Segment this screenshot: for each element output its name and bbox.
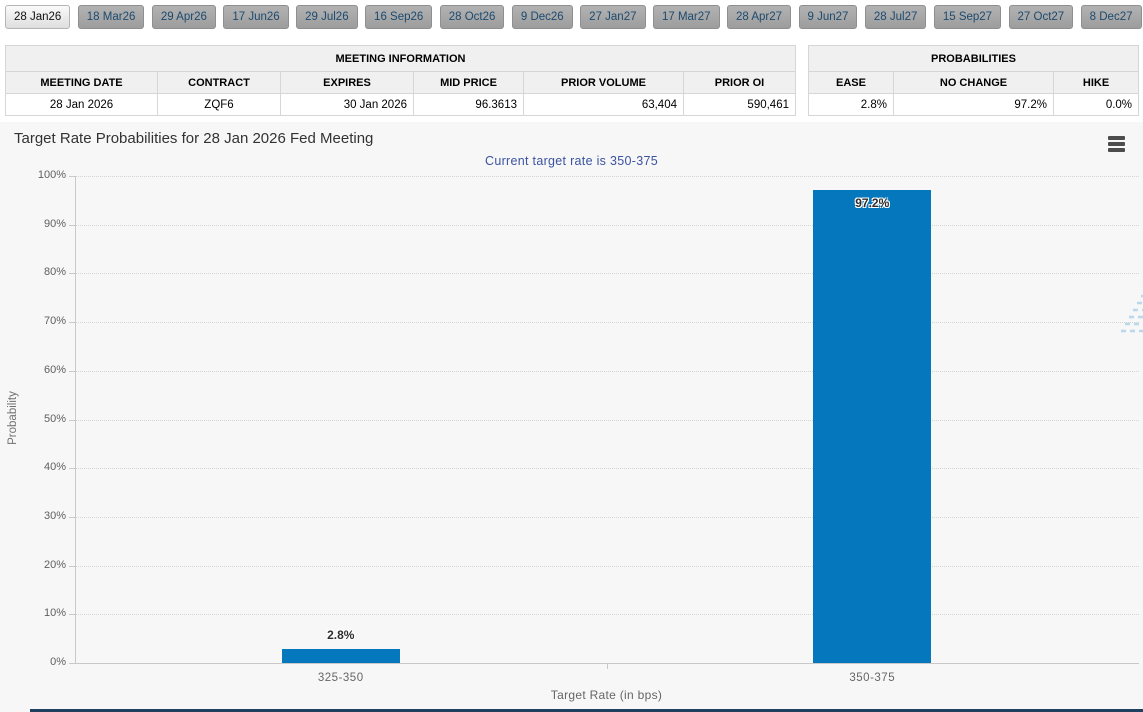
y-axis-label: 0% <box>50 656 66 668</box>
meeting-date-tab[interactable]: 9 Jun27 <box>798 5 858 29</box>
meeting-date-tab[interactable]: 28 Jan26 <box>5 5 71 29</box>
y-axis-tick <box>69 468 75 470</box>
y-axis-label: 80% <box>43 266 66 279</box>
probabilities-title: PROBABILITIES <box>807 45 1140 72</box>
meeting-date-tab[interactable]: 16 Sep26 <box>365 5 433 29</box>
probabilities-header-row: EASE NO CHANGE HIKE <box>808 71 1140 94</box>
y-axis-label: 10% <box>43 607 66 620</box>
gridline <box>76 370 1139 372</box>
column-header: EASE <box>808 71 894 94</box>
x-axis-label: 350-375 <box>849 672 896 684</box>
meeting-date-tab[interactable]: 28 Jul27 <box>864 5 927 29</box>
y-axis-tick <box>69 322 75 324</box>
column-header: MEETING DATE <box>5 71 158 94</box>
y-axis-tick <box>69 614 75 616</box>
meeting-date-tab[interactable]: 9 Dec26 <box>511 5 573 29</box>
meeting-date-tab[interactable]: 17 Mar27 <box>652 5 720 29</box>
y-axis-tick <box>69 663 75 664</box>
column-header: CONTRACT <box>157 71 281 94</box>
y-axis-label: 70% <box>43 315 66 328</box>
probabilities-data-row: 2.8% 97.2% 0.0% <box>808 93 1140 116</box>
gridline <box>76 176 1139 177</box>
gridline <box>76 273 1139 275</box>
meeting-date-tab[interactable]: 8 Dec27 <box>1080 5 1142 29</box>
x-axis-title: Target Rate (in bps) <box>550 688 663 702</box>
gridline <box>76 468 1139 470</box>
table-cell: ZQF6 <box>157 93 281 116</box>
y-axis-label: 30% <box>43 509 66 522</box>
meeting-date-tab[interactable]: 29 Jul26 <box>296 5 358 29</box>
table-cell: 97.2% <box>893 93 1054 116</box>
y-axis-tick <box>69 176 75 177</box>
meeting-date-tabs: 28 Jan26 18 Mar26 29 Apr26 17 Jun26 29 J… <box>5 5 1142 29</box>
meeting-date-tab[interactable]: 29 Apr26 <box>151 5 216 29</box>
bar-value-label: 2.8% <box>327 628 355 643</box>
chart-subtitle: Current target rate is 350-375 <box>485 154 658 168</box>
meeting-date-tab[interactable]: 27 Jan27 <box>580 5 646 29</box>
chart-title: Target Rate Probabilities for 28 Jan 202… <box>14 130 374 147</box>
y-axis-label: 100% <box>37 169 66 181</box>
hamburger-bar <box>1107 136 1125 140</box>
meeting-date-tab[interactable]: 28 Oct26 <box>439 5 505 29</box>
table-cell: 63,404 <box>523 93 684 116</box>
column-header: HIKE <box>1052 71 1140 94</box>
column-header: EXPIRES <box>280 71 414 94</box>
y-axis-label: 60% <box>43 363 66 376</box>
table-cell: 30 Jan 2026 <box>280 93 414 116</box>
column-header: MID PRICE <box>413 71 524 94</box>
y-axis-label: 90% <box>43 217 66 230</box>
plot-area: Q <box>75 176 1143 664</box>
y-axis-label: 40% <box>43 461 66 474</box>
column-header: PRIOR OI <box>683 71 796 94</box>
gridline <box>76 224 1139 226</box>
gridline <box>76 516 1139 518</box>
bar[interactable] <box>813 189 932 663</box>
target-rate-probability-chart: Target Rate Probabilities for 28 Jan 202… <box>0 122 1143 712</box>
chart-menu-icon[interactable] <box>1104 133 1128 155</box>
meeting-info-data-row: 28 Jan 2026 ZQF6 30 Jan 2026 96.3613 63,404 5… <box>5 93 796 116</box>
bar[interactable] <box>281 649 400 663</box>
meeting-date-tab[interactable]: 15 Sep27 <box>933 5 1002 29</box>
meeting-date-tab[interactable]: 27 Oct27 <box>1008 5 1074 29</box>
hamburger-bar <box>1107 142 1125 146</box>
y-axis-tick <box>69 419 75 421</box>
gridline <box>76 565 1139 567</box>
footer-strip <box>30 709 1143 712</box>
table-cell: 28 Jan 2026 <box>5 93 158 116</box>
meeting-info-table: MEETING INFORMATION MEETING DATE CONTRACT… <box>5 45 796 116</box>
x-axis-label: 325-350 <box>317 672 364 684</box>
y-axis-tick <box>69 370 75 372</box>
y-axis-label: 50% <box>43 412 66 425</box>
gridline <box>76 614 1139 616</box>
meeting-date-tab[interactable]: 28 Apr27 <box>727 5 792 29</box>
y-axis-tick <box>69 516 75 518</box>
x-axis-tick <box>606 664 608 669</box>
y-axis-label: 20% <box>43 558 66 571</box>
table-cell: 0.0% <box>1052 93 1140 116</box>
table-cell: 590,461 <box>683 93 796 116</box>
meeting-info-header-row: MEETING DATE CONTRACT EXPIRES MID PRICE PRIO… <box>5 71 796 94</box>
y-axis-tick <box>69 565 75 567</box>
meeting-date-tab[interactable]: 18 Mar26 <box>77 5 145 29</box>
bar-value-label: 97.2% <box>855 195 890 210</box>
meeting-info-title: MEETING INFORMATION <box>5 45 796 72</box>
quikstrike-watermark-icon: Q <box>1121 294 1143 333</box>
column-header: PRIOR VOLUME <box>523 71 684 94</box>
table-cell: 96.3613 <box>413 93 524 116</box>
probabilities-table: PROBABILITIES EASE NO CHANGE HIKE 2.8% 97.2… <box>807 45 1140 116</box>
y-axis-tick <box>69 273 75 275</box>
gridline <box>76 322 1139 324</box>
table-cell: 2.8% <box>808 93 894 116</box>
gridline <box>76 419 1139 421</box>
column-header: NO CHANGE <box>893 71 1054 94</box>
hamburger-bar <box>1107 148 1125 152</box>
meeting-date-tab[interactable]: 17 Jun26 <box>223 5 289 29</box>
y-axis-tick <box>69 224 75 226</box>
